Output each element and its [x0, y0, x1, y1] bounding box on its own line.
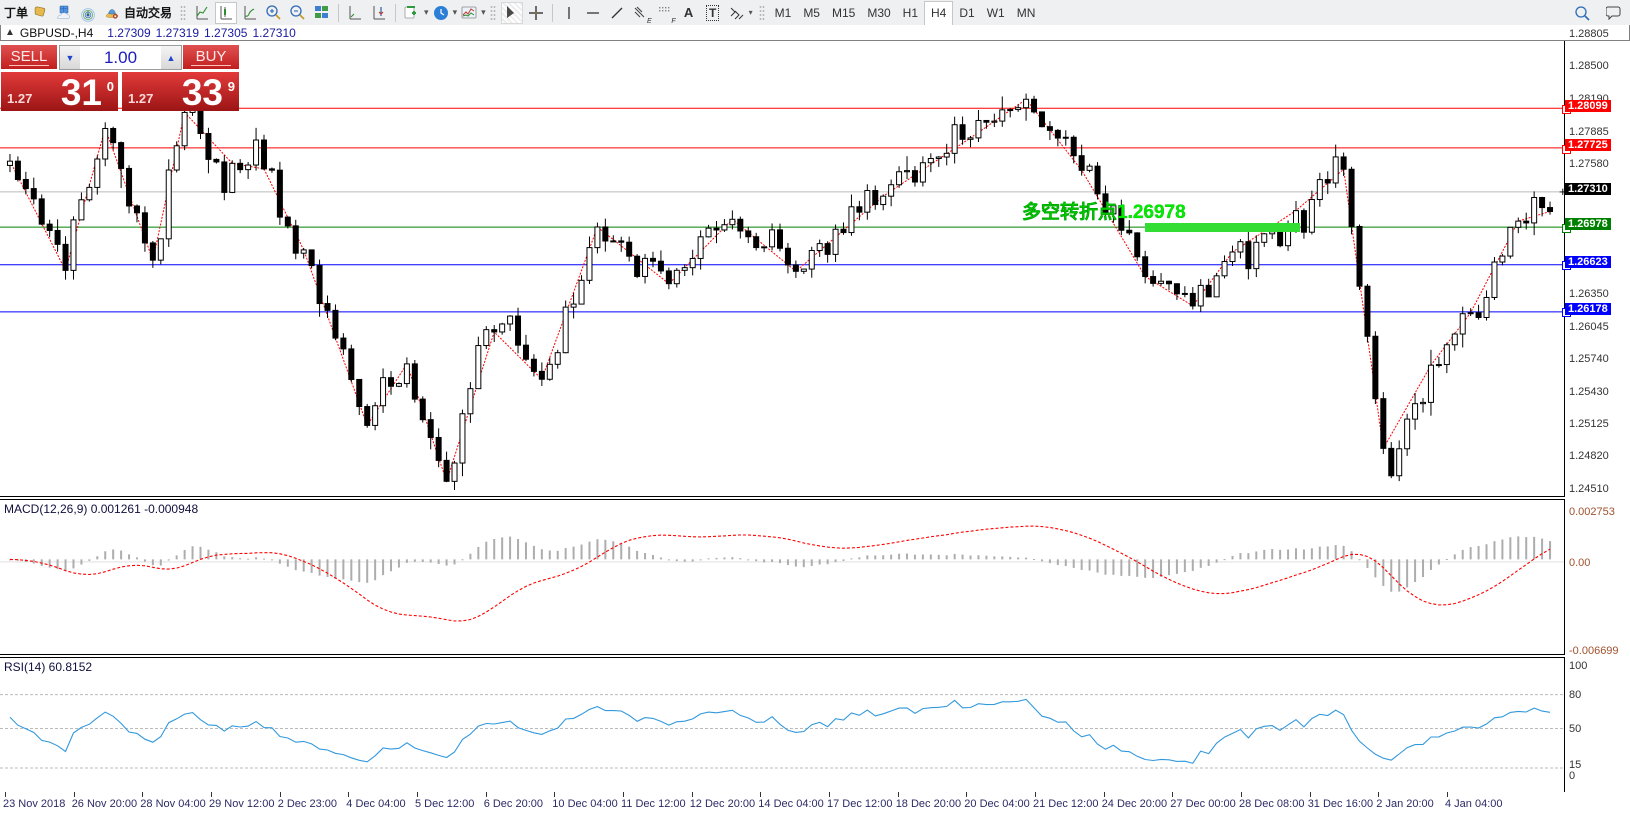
svg-text:多空转折点1.26978: 多空转折点1.26978: [1022, 200, 1186, 223]
